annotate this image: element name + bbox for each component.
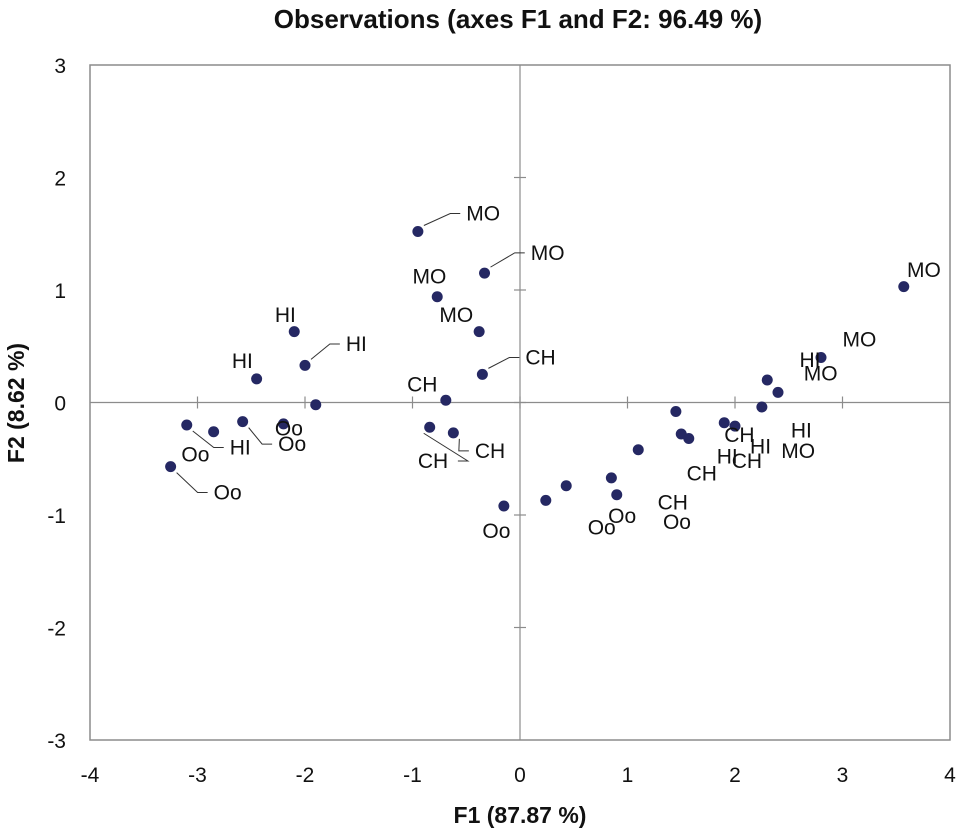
data-point <box>498 500 510 512</box>
x-tick-label: 3 <box>837 764 849 787</box>
data-point <box>431 291 443 303</box>
data-point <box>424 421 436 433</box>
data-point <box>540 494 552 506</box>
point-label: Oo <box>482 520 510 543</box>
data-point <box>237 416 249 428</box>
data-point <box>165 461 177 473</box>
data-point <box>288 326 300 338</box>
point-label: HI <box>800 349 821 372</box>
point-label: HI <box>346 333 367 356</box>
point-label: Oo <box>663 511 691 534</box>
point-label: HI <box>275 304 296 327</box>
point-label: CH <box>475 440 505 463</box>
label-leader-line <box>458 438 469 452</box>
data-point <box>898 281 910 293</box>
data-point <box>440 394 452 406</box>
point-label: MO <box>804 362 838 385</box>
data-point <box>208 426 220 438</box>
label-leader-line <box>423 432 470 462</box>
point-label: HI <box>230 437 251 460</box>
label-leader-line <box>176 472 208 493</box>
point-label: MO <box>466 203 500 226</box>
x-tick-label: -3 <box>188 764 207 787</box>
label-leader-line <box>248 427 273 445</box>
x-tick-label: 0 <box>514 764 526 787</box>
point-label: CH <box>525 347 555 370</box>
y-tick-label: 0 <box>54 393 66 416</box>
point-label: CH <box>658 492 688 515</box>
label-leader-line <box>488 357 520 369</box>
point-label: HI <box>232 350 253 373</box>
data-point <box>447 427 459 439</box>
x-tick-label: 1 <box>622 764 634 787</box>
data-point <box>632 444 644 456</box>
data-point <box>479 267 491 279</box>
data-point <box>718 417 730 429</box>
data-point <box>761 374 773 386</box>
label-leader-line <box>423 213 461 226</box>
data-point <box>473 326 485 338</box>
label-leader-line <box>310 343 340 360</box>
data-point <box>670 406 682 417</box>
point-label: MO <box>531 242 565 265</box>
data-point <box>729 420 741 432</box>
point-label: CH <box>407 374 437 397</box>
x-tick-label: -4 <box>81 764 100 787</box>
data-point <box>560 480 572 492</box>
point-label: MO <box>843 329 877 352</box>
point-label: MO <box>907 259 941 282</box>
y-tick-label: -2 <box>47 618 66 641</box>
point-label: Oo <box>608 505 636 528</box>
x-tick-label: -1 <box>403 764 422 787</box>
y-tick-label: 3 <box>54 55 66 78</box>
point-label: HI <box>750 435 771 458</box>
data-point <box>278 418 289 430</box>
point-label: CH <box>724 424 754 447</box>
data-point <box>310 399 322 411</box>
data-point <box>611 489 623 501</box>
data-point <box>756 401 768 413</box>
point-label: CH <box>687 462 717 485</box>
y-tick-label: -3 <box>47 730 66 753</box>
point-label: Oo <box>181 443 209 466</box>
point-label: CH <box>732 450 762 473</box>
point-label: Oo <box>275 417 303 440</box>
point-label: Oo <box>278 433 306 456</box>
data-point <box>815 352 827 363</box>
y-tick-label: 1 <box>54 280 66 303</box>
data-point <box>683 433 695 444</box>
data-point <box>299 359 311 371</box>
chart-title: Observations (axes F1 and F2: 96.49 %) <box>274 4 762 34</box>
point-label: HI <box>791 420 812 443</box>
y-tick-label: 2 <box>54 168 66 191</box>
x-tick-label: 2 <box>729 764 741 787</box>
label-leader-line <box>192 430 224 448</box>
data-point <box>251 373 263 385</box>
label-leader-line <box>490 252 525 268</box>
x-tick-label: -2 <box>296 764 315 787</box>
data-point <box>772 386 784 398</box>
x-tick-label: 4 <box>944 764 956 787</box>
point-label: Oo <box>214 482 242 505</box>
point-label: HI <box>717 446 738 469</box>
point-label: Oo <box>588 516 616 539</box>
data-point <box>605 472 617 484</box>
y-axis-title: F2 (8.62 %) <box>3 343 29 463</box>
y-tick-label: -1 <box>47 505 66 528</box>
point-label: CH <box>418 450 448 473</box>
data-point <box>181 419 193 431</box>
point-label: MO <box>439 304 473 327</box>
point-label: MO <box>781 440 815 463</box>
data-point <box>412 226 424 237</box>
data-point <box>476 368 488 380</box>
point-label: MO <box>413 266 447 289</box>
x-axis-title: F1 (87.87 %) <box>454 802 587 828</box>
